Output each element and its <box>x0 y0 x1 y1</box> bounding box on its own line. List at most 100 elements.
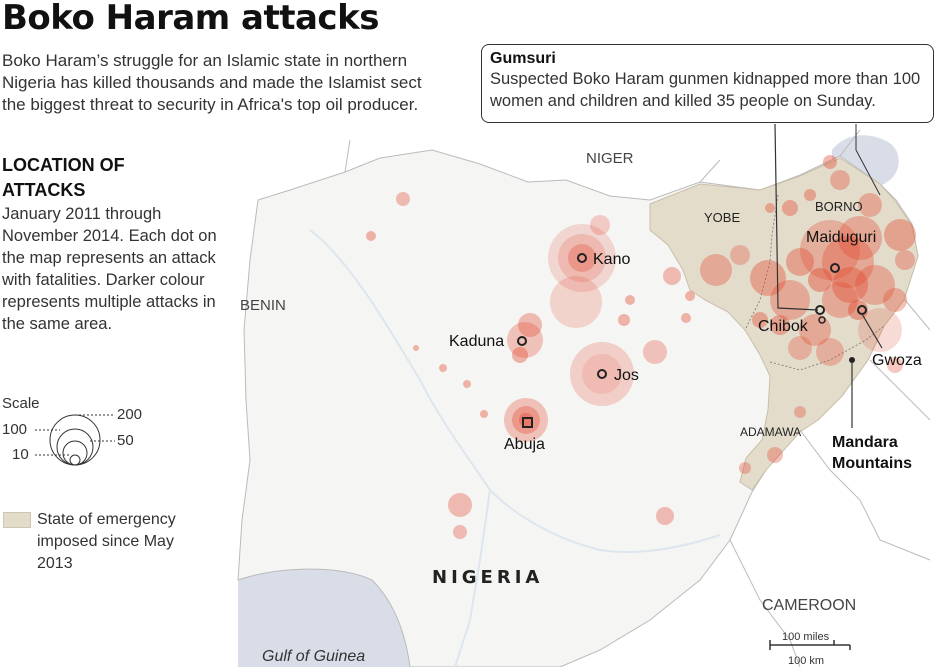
scale-circles <box>35 414 115 466</box>
attack-dot <box>794 406 806 418</box>
attack-dot <box>799 314 831 346</box>
attack-dot <box>838 216 882 260</box>
river-niger <box>309 229 721 554</box>
adamawa-border <box>769 325 885 371</box>
label-gulf: Gulf of Guinea <box>262 648 365 665</box>
yobe-border <box>744 194 779 331</box>
attack-dot <box>366 231 376 241</box>
scale-value-10: 10 <box>12 446 29 463</box>
scale-value-200: 200 <box>117 406 143 423</box>
emergency-label: State of emergency imposed since May 201… <box>37 511 176 572</box>
scalebar <box>769 640 851 650</box>
callout-leader <box>774 123 819 311</box>
attack-dot <box>518 313 542 337</box>
attack-dot <box>823 155 837 169</box>
attack-dot <box>816 338 844 366</box>
attack-dot <box>765 203 775 213</box>
page-title: Boko Haram attacks <box>2 0 379 38</box>
gulf-water <box>238 569 410 667</box>
callout-right-line <box>855 124 881 196</box>
maiduguri-marker <box>830 263 840 273</box>
chibok-marker-2 <box>818 316 826 324</box>
attack-dots <box>366 155 916 539</box>
attack-dot <box>663 267 681 285</box>
attack-dot <box>453 525 467 539</box>
attack-dot <box>700 254 732 286</box>
attack-dot <box>625 295 635 305</box>
attack-dot <box>568 244 596 272</box>
attack-dot <box>730 245 750 265</box>
attack-dot <box>858 193 882 217</box>
attack-dot <box>570 342 634 406</box>
scale-label: Scale <box>2 395 40 412</box>
attack-dot <box>832 267 868 303</box>
label-adamawa: ADAMAWA <box>740 425 801 439</box>
mandara-marker <box>849 357 855 363</box>
attack-dot <box>448 493 472 517</box>
attack-dot <box>582 354 622 394</box>
attack-dot <box>855 265 895 305</box>
attack-dot <box>788 336 812 360</box>
intro-text: Boko Haram’s struggle for an Islamic sta… <box>2 51 422 114</box>
attack-dot <box>656 507 674 525</box>
lake-chad <box>832 135 899 188</box>
attack-dot <box>618 314 630 326</box>
attack-dot <box>786 248 814 276</box>
gwoza-leader <box>861 313 883 349</box>
attack-dot <box>767 447 783 463</box>
attack-dot <box>858 308 902 352</box>
scale-value-50: 50 <box>117 432 134 449</box>
kano-marker <box>577 253 587 263</box>
attack-dot <box>830 170 850 190</box>
attack-dot <box>895 250 915 270</box>
attack-dot <box>804 189 816 201</box>
attack-dot <box>770 280 810 320</box>
label-kano: Kano <box>593 251 630 268</box>
attack-dot <box>883 288 907 312</box>
label-cameroon: CAMEROON <box>762 597 856 614</box>
river-benue <box>454 489 491 667</box>
label-niger: NIGER <box>586 150 634 167</box>
label-kaduna: Kaduna <box>449 333 504 350</box>
attack-dot <box>413 345 419 351</box>
kaduna-marker <box>517 336 527 346</box>
legend-heading: LOCATION OF ATTACKS <box>2 155 125 200</box>
attack-dot <box>519 413 533 427</box>
label-borno: BORNO <box>815 199 863 214</box>
attack-dot <box>590 215 610 235</box>
callout-title: Gumsuri <box>490 50 556 67</box>
attack-dot <box>800 220 860 280</box>
attack-dot <box>480 410 488 418</box>
label-jos: Jos <box>614 367 639 384</box>
scalebar-km: 100 km <box>788 655 824 667</box>
abuja-marker <box>522 417 533 428</box>
attack-dot <box>643 340 667 364</box>
attack-dot <box>808 268 832 292</box>
label-chibok: Chibok <box>758 318 809 335</box>
label-gwoza: Gwoza <box>872 352 922 369</box>
attack-dot <box>396 192 410 206</box>
attack-dot <box>439 364 447 372</box>
attack-dot <box>884 219 916 251</box>
attack-dot <box>548 224 616 292</box>
cameroon-border <box>729 299 931 667</box>
attack-dot <box>822 282 858 318</box>
attack-dot <box>558 234 606 282</box>
attack-dot <box>822 236 874 288</box>
niger-border <box>344 129 861 183</box>
attack-dot <box>887 357 903 373</box>
attack-dot <box>681 313 691 323</box>
emergency-swatch <box>3 512 31 528</box>
attack-dot <box>770 315 790 335</box>
scalebar-miles: 100 miles <box>782 631 830 643</box>
label-maiduguri: Maiduguri <box>806 229 876 246</box>
attack-dot <box>550 276 602 328</box>
gumsuri-callout: Gumsuri Suspected Boko Haram gunmen kidn… <box>481 44 934 123</box>
label-yobe: YOBE <box>704 210 740 225</box>
attack-dot <box>782 200 798 216</box>
callout-text: Suspected Boko Haram gunmen kidnapped mo… <box>490 70 921 110</box>
attack-dot <box>739 462 751 474</box>
attack-dot <box>504 398 548 442</box>
